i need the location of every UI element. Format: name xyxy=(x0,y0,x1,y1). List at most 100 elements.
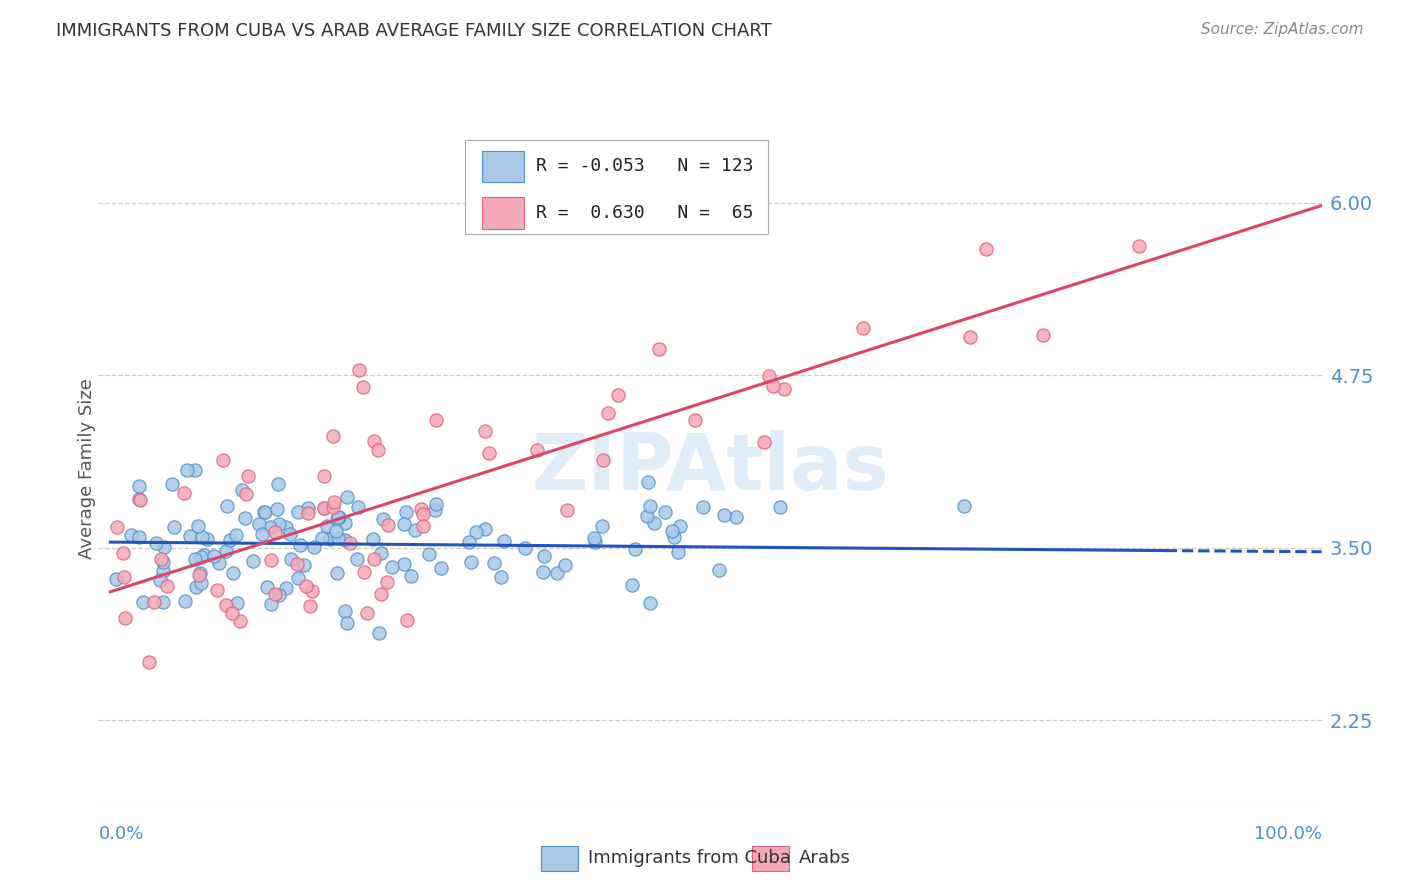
Point xyxy=(290,538,312,552)
Point xyxy=(302,540,325,554)
Point xyxy=(152,594,174,608)
Point xyxy=(132,595,155,609)
Point xyxy=(399,568,422,582)
Point xyxy=(554,558,576,572)
Point xyxy=(252,505,274,519)
Point xyxy=(353,565,375,579)
Point xyxy=(287,505,309,519)
Point xyxy=(478,445,501,459)
Point xyxy=(430,560,453,574)
Point xyxy=(333,533,356,547)
Point xyxy=(184,552,207,566)
Text: IMMIGRANTS FROM CUBA VS ARAB AVERAGE FAMILY SIZE CORRELATION CHART: IMMIGRANTS FROM CUBA VS ARAB AVERAGE FAM… xyxy=(56,22,772,40)
Point xyxy=(231,483,253,498)
Point xyxy=(492,534,515,549)
Point xyxy=(187,568,209,582)
Point xyxy=(128,492,150,507)
Point xyxy=(256,580,278,594)
Point xyxy=(142,595,165,609)
Point xyxy=(336,490,359,504)
Point xyxy=(959,330,981,344)
Point xyxy=(188,566,211,580)
Point xyxy=(713,508,735,522)
Point xyxy=(546,566,568,580)
Point xyxy=(363,434,385,448)
Point xyxy=(328,509,350,524)
Text: 100.0%: 100.0% xyxy=(1254,825,1322,843)
Point xyxy=(191,530,214,544)
Point xyxy=(299,599,322,613)
Point xyxy=(260,597,283,611)
Point xyxy=(370,546,392,560)
Point xyxy=(287,570,309,584)
Point xyxy=(851,321,873,335)
Point xyxy=(769,500,792,514)
Point xyxy=(692,500,714,515)
Point xyxy=(276,581,298,595)
Point xyxy=(179,529,201,543)
Point xyxy=(315,518,337,533)
Point xyxy=(592,452,614,467)
Point xyxy=(205,583,228,598)
Point xyxy=(661,524,683,538)
Point xyxy=(762,379,785,393)
Point xyxy=(621,578,644,592)
Point xyxy=(591,519,613,533)
Point xyxy=(457,535,479,549)
Point xyxy=(412,519,434,533)
Point xyxy=(274,520,297,534)
Point xyxy=(654,505,676,519)
Point xyxy=(264,525,287,540)
Point xyxy=(349,363,371,377)
Point xyxy=(149,573,172,587)
Point xyxy=(222,566,245,580)
Point xyxy=(322,428,344,442)
Point xyxy=(758,369,780,384)
Text: Arabs: Arabs xyxy=(799,849,851,867)
Point xyxy=(314,500,336,515)
Point xyxy=(395,613,418,627)
Point xyxy=(409,502,432,516)
Point xyxy=(153,541,176,555)
Point xyxy=(392,557,415,571)
Point xyxy=(623,542,645,557)
Point xyxy=(352,380,374,394)
Point xyxy=(412,507,434,521)
Point xyxy=(162,476,184,491)
Point xyxy=(184,580,207,594)
Point xyxy=(328,510,350,524)
Point xyxy=(301,584,323,599)
Point xyxy=(266,502,288,516)
Point xyxy=(336,615,359,630)
Point xyxy=(322,500,344,515)
Point xyxy=(683,413,706,427)
Point xyxy=(250,527,273,541)
Point xyxy=(724,509,747,524)
Point xyxy=(267,476,290,491)
Point xyxy=(242,554,264,568)
Point xyxy=(254,505,277,519)
Point xyxy=(297,506,319,520)
Point xyxy=(190,576,212,591)
Point xyxy=(112,569,135,583)
Point xyxy=(323,495,346,509)
Point xyxy=(638,596,661,610)
Point xyxy=(193,548,215,562)
Point xyxy=(225,527,247,541)
Point xyxy=(582,532,605,546)
Point xyxy=(531,565,554,579)
Point xyxy=(212,452,235,467)
Point xyxy=(138,655,160,669)
Point xyxy=(555,503,578,517)
Point xyxy=(325,524,347,539)
Point xyxy=(371,512,394,526)
Point xyxy=(974,242,997,256)
Point xyxy=(474,522,496,536)
Point xyxy=(145,536,167,550)
Point xyxy=(221,607,243,621)
Point xyxy=(297,501,319,516)
Point xyxy=(515,541,537,555)
Point xyxy=(229,614,252,628)
Point xyxy=(583,535,606,549)
Point xyxy=(264,587,287,601)
